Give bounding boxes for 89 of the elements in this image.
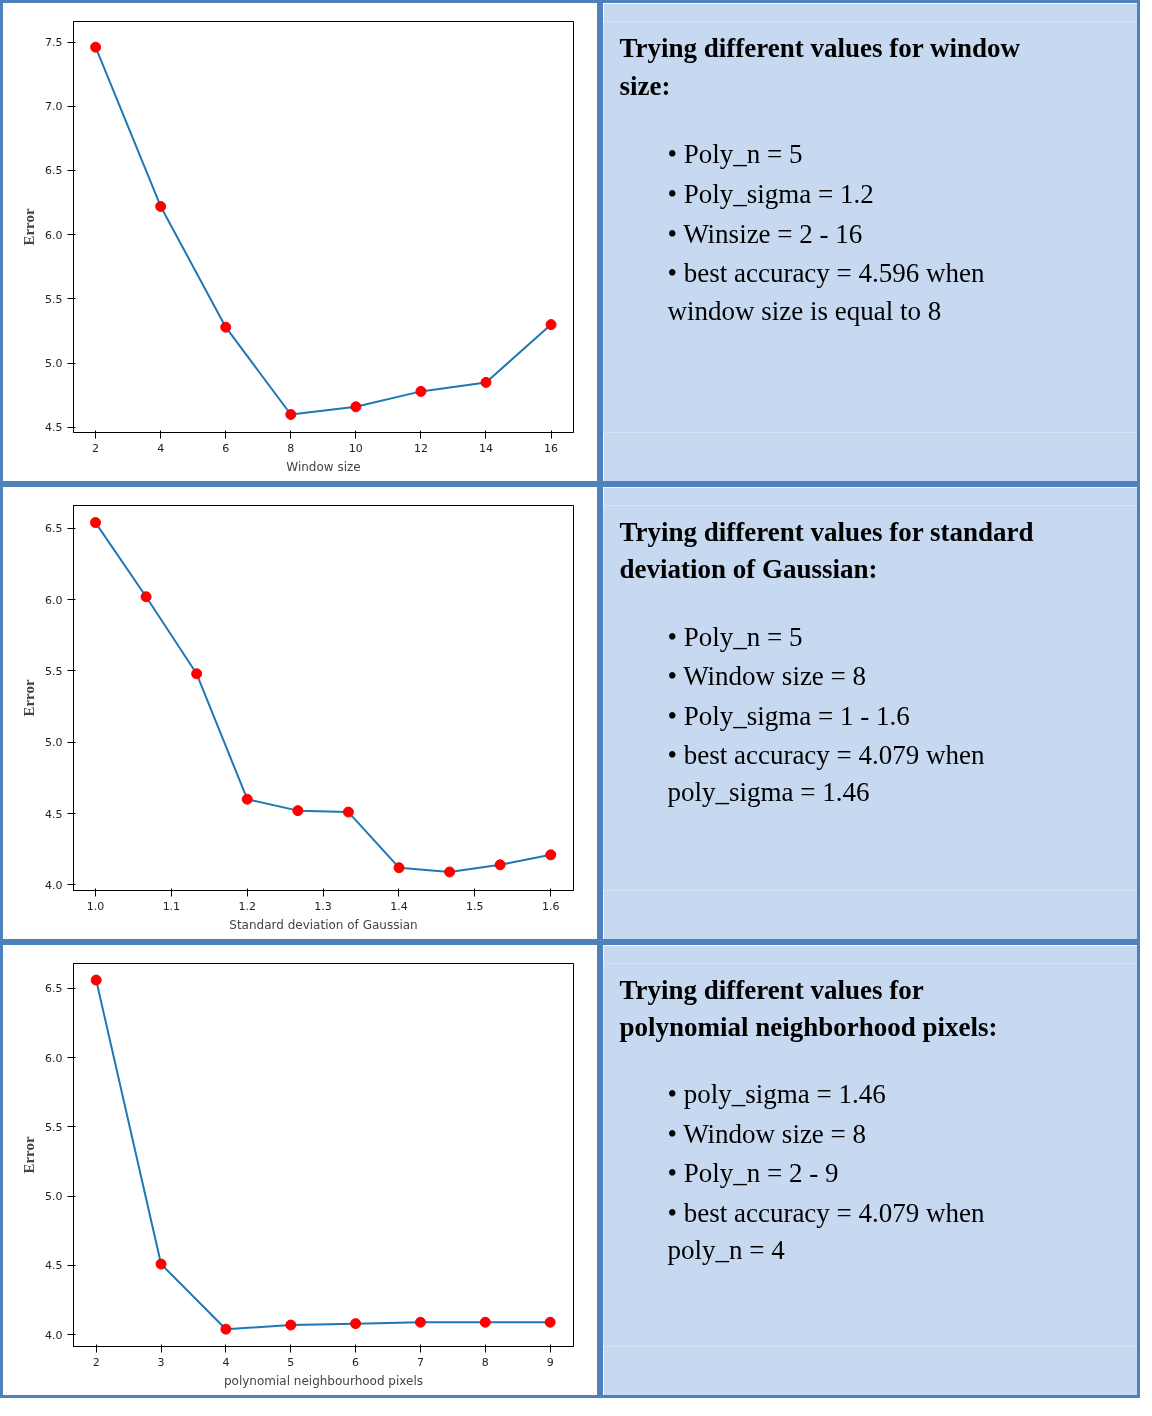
point: [545, 849, 557, 861]
x-tick-label: 8: [287, 441, 295, 455]
point: [90, 974, 102, 986]
point: [155, 200, 167, 212]
text: • Poly_n = 5: [667, 138, 803, 169]
x-tick-label: 7: [416, 1355, 424, 1369]
text: • Poly_sigma = 1.2: [667, 178, 874, 209]
point: [342, 806, 354, 818]
point: [544, 1316, 556, 1328]
y-tick-label: 6.0: [45, 228, 63, 242]
y-tick-label: 6.5: [45, 982, 63, 996]
x-tick-label: 1.1: [162, 899, 181, 913]
text: • Winsize = 2 - 16: [667, 218, 863, 249]
text: Trying different values for window size:: [619, 33, 1021, 101]
point: [220, 321, 232, 333]
y-tick-label: 4.0: [45, 878, 63, 892]
point: [415, 385, 427, 397]
point: [140, 591, 152, 603]
point: [479, 1316, 491, 1328]
y-tick-label: 4.5: [45, 807, 63, 821]
x-tick-label: 4: [157, 441, 165, 455]
point: [393, 862, 405, 874]
text: • best accuracy = 4.079 when poly_n = 4: [667, 1197, 986, 1265]
text: • Window size = 8: [667, 661, 867, 692]
x-tick-label: 14: [478, 441, 493, 455]
point: [90, 41, 102, 53]
text: • Poly_n = 5: [667, 621, 803, 652]
point: [285, 1319, 297, 1331]
x-tick-label: 3: [157, 1355, 165, 1369]
y-axis-title: Error: [21, 679, 38, 717]
x-axis-title: Standard deviation of Gaussian: [229, 917, 418, 932]
text: • Poly_n = 2 - 9: [667, 1158, 839, 1189]
text: • best accuracy = 4.596 when window size is equal to 8: [667, 258, 986, 326]
y-tick-label: 4.5: [45, 421, 63, 435]
point: [220, 1323, 232, 1335]
y-tick-label: 5.0: [45, 357, 63, 371]
x-tick-label: 5: [287, 1355, 295, 1369]
y-tick-label: 5.5: [45, 292, 63, 306]
x-tick-label: 1.3: [314, 899, 332, 913]
text: • Poly_sigma = 1 - 1.6: [667, 700, 910, 731]
y-tick-label: 6.5: [45, 522, 63, 536]
x-tick-label: 2: [92, 441, 100, 455]
x-tick-label: 2: [92, 1355, 100, 1369]
text: • Window size = 8: [667, 1118, 867, 1149]
point: [494, 859, 506, 871]
x-tick-label: 1.4: [390, 899, 408, 913]
y-axis-title: Error: [21, 1136, 38, 1174]
x-tick-label: 9: [546, 1355, 554, 1369]
text: Trying different values for polynomial neighborhood pixels:: [619, 975, 998, 1043]
x-tick-label: 8: [481, 1355, 489, 1369]
x-tick-label: 4: [222, 1355, 230, 1369]
point: [285, 409, 297, 421]
y-tick-label: 5.0: [45, 1190, 63, 1204]
point: [191, 668, 203, 680]
y-axis-title: Error: [21, 208, 38, 246]
point: [350, 1318, 362, 1330]
x-tick-label: 1.2: [238, 899, 256, 913]
y-tick-label: 6.0: [45, 593, 63, 607]
x-tick-label: 6: [352, 1355, 360, 1369]
text: • poly_sigma = 1.46: [667, 1079, 886, 1110]
point: [480, 376, 492, 388]
point: [155, 1258, 167, 1270]
x-axis-title: polynomial neighbourhood pixels: [223, 1373, 424, 1388]
y-tick-label: 5.5: [45, 1120, 63, 1134]
y-tick-label: 4.0: [45, 1328, 63, 1342]
point: [90, 517, 101, 529]
x-tick-label: 10: [348, 441, 363, 455]
y-tick-label: 5.5: [45, 664, 63, 678]
x-tick-label: 1.6: [541, 899, 560, 913]
x-tick-label: 6: [222, 441, 230, 455]
y-tick-label: 6.5: [45, 164, 63, 178]
y-tick-label: 5.0: [45, 736, 63, 750]
x-tick-label: 12: [413, 441, 428, 455]
point: [292, 805, 304, 817]
y-tick-label: 4.5: [45, 1259, 63, 1273]
point: [350, 401, 362, 413]
x-tick-label: 1.5: [466, 899, 484, 913]
point: [241, 793, 253, 805]
x-axis-title: Window size: [286, 459, 361, 474]
text: • best accuracy = 4.079 when poly_sigma = 1.46: [667, 740, 986, 808]
text: Trying different values for standard deviation of Gaussian:: [619, 517, 1034, 585]
y-tick-label: 7.0: [45, 100, 63, 114]
point: [414, 1316, 426, 1328]
point: [545, 319, 557, 331]
y-tick-label: 6.0: [45, 1051, 63, 1065]
x-tick-label: 1.0: [86, 899, 105, 913]
point: [444, 866, 456, 878]
y-tick-label: 7.5: [45, 36, 63, 50]
x-tick-label: 16: [544, 441, 559, 455]
